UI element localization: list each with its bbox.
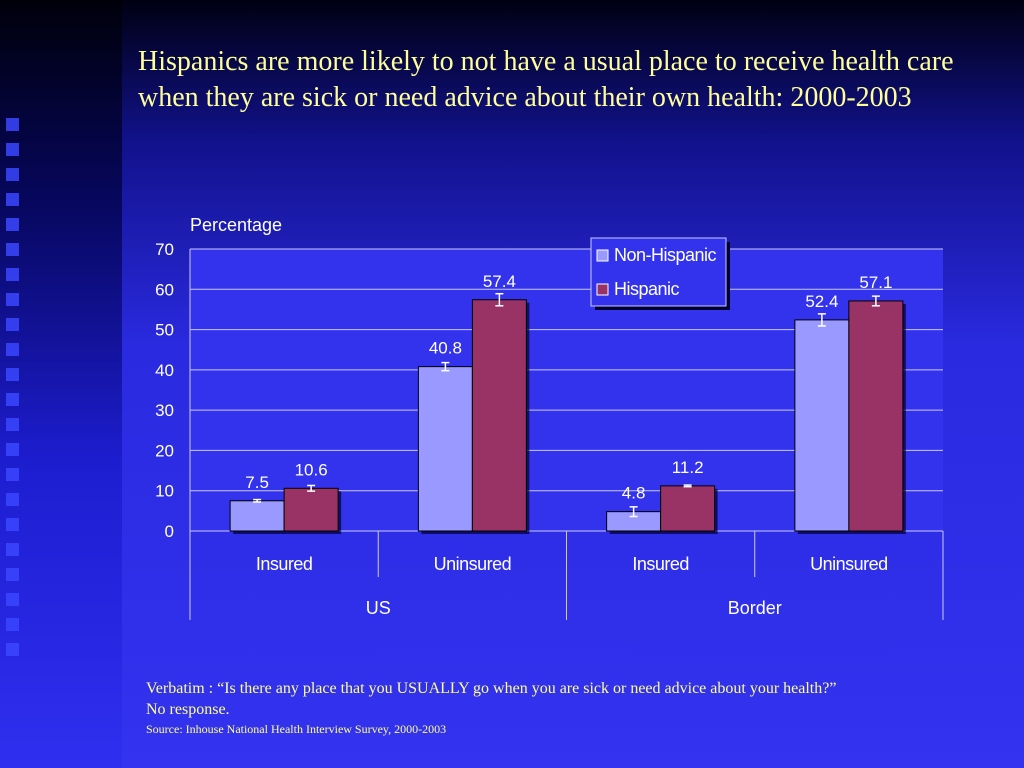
x-category-label: Insured: [632, 554, 689, 574]
slide-title: Hispanics are more likely to not have a …: [138, 46, 954, 113]
bar-non-hispanic: [229, 500, 285, 532]
decorative-square: [6, 143, 19, 156]
decorative-square: [6, 643, 19, 656]
verbatim-question: Verbatim : “Is there any place that you …: [146, 680, 837, 697]
decorative-square: [6, 293, 19, 306]
legend-swatch: [596, 283, 609, 296]
decorative-square: [6, 468, 19, 481]
y-tick-label: 60: [155, 280, 174, 299]
decorative-square: [6, 193, 19, 206]
decorative-square: [6, 568, 19, 581]
y-axis-label: Percentage: [190, 215, 282, 235]
data-label: 57.1: [859, 273, 892, 292]
decorative-square: [6, 418, 19, 431]
decorative-square: [6, 318, 19, 331]
data-label: 7.5: [245, 473, 269, 492]
x-category-label: Insured: [256, 554, 313, 574]
bar-hispanic: [660, 485, 716, 532]
decorative-square: [6, 393, 19, 406]
bar-hispanic: [848, 300, 904, 532]
slide-footer: Verbatim : “Is there any place that you …: [146, 678, 1016, 738]
decorative-square: [6, 268, 19, 281]
legend-label: Non-Hispanic: [614, 245, 717, 265]
y-tick-label: 10: [155, 482, 174, 501]
x-category-label: Uninsured: [434, 554, 512, 574]
y-tick-label: 50: [155, 321, 174, 340]
decorative-square: [6, 118, 19, 131]
bar-non-hispanic: [417, 366, 473, 532]
decorative-square: [6, 168, 19, 181]
no-response-note: No response.: [146, 701, 230, 718]
data-label: 40.8: [429, 339, 462, 358]
x-group-label: Border: [728, 598, 782, 618]
data-label: 10.6: [295, 460, 328, 479]
legend-label: Hispanic: [614, 279, 680, 299]
x-group-label: US: [366, 598, 391, 618]
decorative-square: [6, 518, 19, 531]
y-tick-label: 30: [155, 401, 174, 420]
decorative-square: [6, 218, 19, 231]
bar-non-hispanic: [794, 319, 850, 532]
data-label: 57.4: [483, 272, 516, 291]
bar-hispanic: [471, 299, 527, 532]
decorative-square: [6, 443, 19, 456]
data-label: 52.4: [805, 292, 838, 311]
decorative-square: [6, 343, 19, 356]
decorative-square: [6, 543, 19, 556]
left-decorative-band: [0, 0, 122, 768]
decorative-square: [6, 593, 19, 606]
data-label: 11.2: [672, 458, 704, 477]
decorative-square: [6, 368, 19, 381]
decorative-square: [6, 618, 19, 631]
decorative-square: [6, 243, 19, 256]
legend: [590, 237, 727, 307]
x-category-label: Uninsured: [810, 554, 888, 574]
y-tick-label: 0: [165, 522, 174, 541]
y-tick-label: 20: [155, 441, 174, 460]
decorative-squares: [6, 118, 30, 668]
legend-swatch: [596, 249, 609, 262]
y-tick-label: 70: [155, 240, 174, 259]
bar-hispanic: [283, 487, 339, 532]
decorative-square: [6, 493, 19, 506]
source-note: Source: Inhouse National Health Intervie…: [146, 722, 447, 736]
data-label: 4.8: [622, 484, 646, 503]
y-tick-label: 40: [155, 361, 174, 380]
